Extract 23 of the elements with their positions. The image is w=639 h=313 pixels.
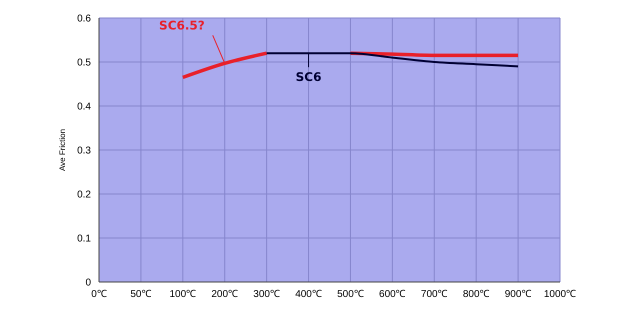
x-tick-label: 900℃ <box>504 289 532 300</box>
x-tick-label: 0℃ <box>91 289 107 300</box>
legend-label: SC6 <box>296 70 322 84</box>
x-tick-label: 200℃ <box>211 289 238 300</box>
y-axis-title: Ave Friction <box>58 128 67 172</box>
x-tick-label: 400℃ <box>295 289 322 300</box>
y-tick-label: 0.2 <box>77 190 92 201</box>
line-series <box>266 52 520 68</box>
y-tick-label: 0.5 <box>77 58 92 69</box>
x-tick-label: 700℃ <box>420 289 448 300</box>
x-tick-label: 600℃ <box>379 289 406 300</box>
y-tick-label: 0.4 <box>77 102 92 113</box>
y-tick-label: 0 <box>85 278 92 289</box>
x-tick-label: 50℃ <box>130 289 152 300</box>
y-tick-label: 0.6 <box>77 14 92 25</box>
x-tick-label: 100℃ <box>169 289 196 300</box>
text: SC6.5? <box>159 18 205 32</box>
y-tick-label: 0.3 <box>77 146 92 157</box>
y-tick-label: 0.1 <box>77 234 92 245</box>
x-tick-label: 300℃ <box>253 289 280 300</box>
x-tick-label: 800℃ <box>462 289 490 300</box>
x-tick-label: 500℃ <box>337 289 364 300</box>
x-tick-label: 1000℃ <box>544 289 576 300</box>
